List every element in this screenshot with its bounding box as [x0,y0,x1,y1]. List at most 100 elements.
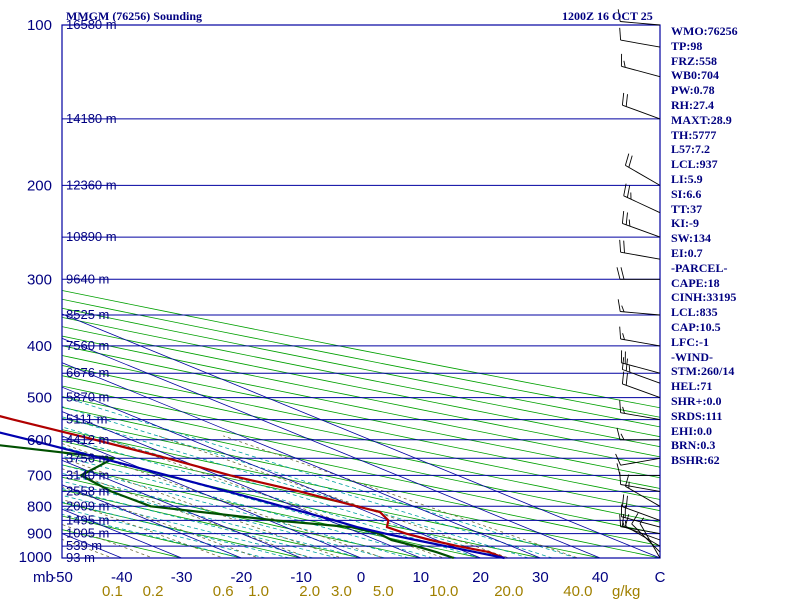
index-item: TP:98 [671,38,703,53]
temperature-tick-label: -10 [290,569,312,586]
dry-adiabat [62,365,660,489]
mixing-ratio-label: 0.1 [102,583,123,600]
index-item: STM:260/14 [671,364,735,379]
dry-adiabat [62,515,244,558]
height-label: 1495 m [66,512,109,527]
wind-barb [621,494,661,521]
temperature-line [0,415,505,560]
temperature-unit-label: C [655,569,666,586]
height-label: 2558 m [66,483,109,498]
index-item: -WIND- [671,349,713,364]
dry-adiabat [62,476,423,558]
dry-adiabat [62,316,660,438]
pressure-label: 200 [27,177,52,194]
valid-time: 1200Z 16 OCT 25 [562,9,653,23]
height-label: 3140 m [66,467,109,482]
pressure-label: 700 [27,467,52,484]
wind-barb [616,427,660,441]
dry-adiabat [62,385,660,512]
moist-adiabat [62,472,386,558]
index-item: CINH:33195 [671,290,737,305]
index-item: CAPE:18 [671,275,720,290]
index-item: EI:0.7 [671,245,703,260]
parcel-line [0,431,505,560]
height-label: 9640 m [66,271,109,286]
index-item: LFC:-1 [671,334,709,349]
pressure-label: 500 [27,390,52,407]
index-item: MAXT:28.9 [671,112,732,127]
plot-frame [61,24,661,559]
dry-adiabat [62,502,303,558]
index-item: SI:6.6 [671,186,702,201]
wind-barb [619,27,661,48]
wind-barb [621,357,661,384]
index-item: SW:134 [671,231,712,246]
wind-barb [621,513,661,541]
moist-adiabat [62,513,242,558]
index-item: -PARCEL- [671,260,728,275]
pressure-label: 100 [27,17,52,34]
mixing-ratio-label: 1.0 [248,583,269,600]
index-item: BSHR:62 [671,453,720,468]
mixing-ratio-line [62,468,311,558]
height-label: 3756 m [66,450,109,465]
pressure-label: 300 [27,271,52,288]
temperature-tick-label: -40 [111,569,133,586]
mixing-ratio-label: 0.6 [213,583,234,600]
index-item: L57:7.2 [671,142,710,157]
isotherm [62,386,482,558]
dry-adiabat [62,396,660,523]
wind-barb [621,211,661,238]
mixing-ratio-line [62,538,114,558]
isotherm [62,435,363,558]
wind-barb [615,453,661,466]
wind-barb [619,326,661,347]
dry-adiabat [62,464,483,558]
height-label: 5111 m [66,412,107,427]
temperature-tick-label: -30 [171,569,193,586]
isotherm [62,362,542,558]
wind-barb [617,9,661,26]
dry-adiabat [62,417,660,547]
temperature-tick-label: 0 [357,569,365,586]
height-label: 5870 m [66,390,109,405]
mixing-ratio-line [62,457,343,558]
index-item: TT:37 [671,201,703,216]
indices-panel: WMO:76256 TP:98 FRZ:558 WB0:704 PW:0.78 RH:27… [671,24,738,468]
temperature-tick-label: 40 [592,569,609,586]
wind-barb [623,183,661,214]
height-label: 10890 m [66,229,117,244]
pressure-label: 800 [27,498,52,515]
height-label: 539 m [66,538,102,553]
wind-barbs [615,9,661,559]
height-label: 93 m [66,550,95,565]
wind-barb [624,474,661,507]
index-item: SHR+:0.0 [671,393,722,408]
index-item: LCL:835 [671,305,718,320]
wind-barb [616,267,660,280]
index-item: RH:27.4 [671,97,714,112]
index-item: WB0:704 [671,68,719,83]
index-item: BRN:0.3 [671,438,716,453]
index-item: LI:5.9 [671,171,703,186]
mixing-ratio-label: 3.0 [331,583,352,600]
dry-adiabat [62,429,660,558]
temperature-tick-label: 20 [472,569,489,586]
mixing-ratio-label: 0.2 [143,583,164,600]
index-item: FRZ:558 [671,53,717,68]
dry-adiabat [62,335,660,458]
temperature-tick-label: -50 [51,569,73,586]
dry-adiabat [62,345,660,468]
isotherm [62,484,243,558]
height-label: 6676 m [66,365,109,380]
dry-adiabat [62,529,184,558]
mixing-ratio-line [62,443,385,558]
dry-adiabat [62,355,660,479]
moist-adiabat [62,480,362,558]
moist-adiabat [62,446,457,558]
wind-barb [621,92,661,120]
dry-adiabat [62,489,363,558]
wind-barb [617,299,661,316]
mixing-ratio-line [62,524,155,558]
